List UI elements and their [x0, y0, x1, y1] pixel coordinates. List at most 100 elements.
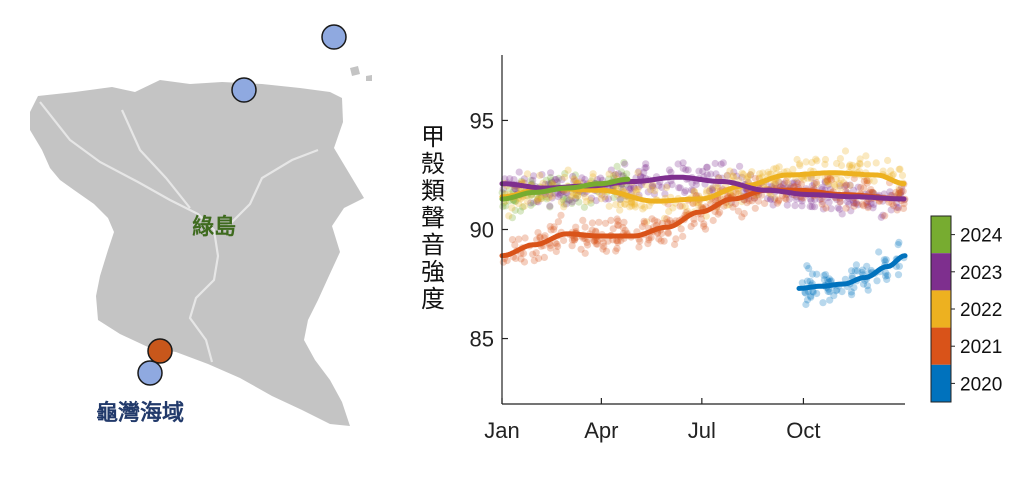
data-point-2020: [863, 282, 872, 290]
data-point-2024: [534, 195, 542, 204]
data-point-2023: [811, 195, 819, 204]
data-point-2021: [536, 234, 544, 242]
data-point-2022: [581, 193, 589, 201]
data-point-2020: [826, 296, 834, 304]
y-tick-label: 85: [470, 327, 494, 352]
data-point-2022: [649, 181, 657, 189]
data-point-2023: [648, 182, 656, 190]
data-point-2020: [819, 299, 827, 307]
data-point-2024: [502, 202, 510, 210]
data-point-2024: [571, 171, 580, 179]
data-point-2022: [611, 171, 619, 179]
data-point-2020: [881, 272, 890, 280]
data-point-2021: [547, 226, 555, 234]
data-point-2024: [560, 200, 568, 208]
data-point-2021: [672, 235, 680, 243]
data-point-2022: [678, 202, 686, 210]
data-point-2023: [552, 175, 560, 184]
data-point-2021: [511, 241, 519, 249]
data-point-2023: [611, 171, 620, 179]
data-point-2021: [892, 188, 900, 197]
data-point-2021: [794, 179, 802, 187]
data-point-2023: [819, 198, 827, 206]
data-point-2023: [563, 190, 571, 198]
trend-line-2020: [796, 253, 908, 291]
data-point-2021: [743, 199, 751, 207]
data-point-2023: [674, 160, 682, 168]
data-point-2022: [601, 193, 609, 201]
data-point-2023: [554, 193, 562, 201]
data-point-2021: [863, 179, 871, 187]
data-point-2023: [783, 201, 791, 209]
data-point-2022: [534, 195, 542, 203]
data-point-2021: [852, 199, 861, 207]
data-point-2021: [612, 237, 621, 245]
data-point-2021: [552, 247, 560, 256]
y-tick-label: 90: [470, 218, 494, 243]
data-point-2022: [789, 165, 797, 173]
data-point-2021: [714, 210, 722, 218]
data-point-2022: [862, 152, 870, 160]
trend-line-2024: [499, 176, 631, 202]
data-point-2023: [854, 183, 862, 191]
data-point-2022: [840, 179, 848, 187]
data-point-2022: [535, 194, 543, 202]
data-point-2020: [806, 277, 814, 285]
data-point-2023: [614, 170, 622, 178]
data-point-2022: [833, 159, 841, 168]
data-point-2023: [655, 181, 663, 189]
data-point-2023: [790, 179, 798, 187]
data-point-2021: [614, 238, 622, 246]
data-point-2021: [782, 195, 790, 203]
data-point-2022: [746, 171, 755, 179]
data-point-2021: [600, 242, 608, 250]
data-point-2022: [589, 170, 597, 178]
data-point-2021: [893, 206, 901, 214]
data-point-2020: [859, 280, 868, 288]
data-point-2021: [651, 217, 659, 225]
data-point-2023: [733, 172, 741, 180]
data-point-2022: [836, 155, 845, 163]
data-point-2024: [572, 190, 580, 198]
data-point-2021: [530, 257, 538, 265]
data-point-2023: [775, 178, 783, 186]
data-point-2023: [785, 195, 794, 203]
data-point-2023: [607, 166, 615, 174]
data-point-2023: [551, 176, 559, 184]
data-point-2023: [781, 179, 789, 187]
data-point-2022: [702, 212, 710, 220]
y-tick-label: 95: [470, 108, 494, 133]
data-point-2022: [515, 200, 523, 208]
data-point-2023: [530, 172, 538, 180]
data-point-2020: [882, 256, 890, 264]
site-marker-south-2021: [147, 338, 173, 364]
data-point-2021: [551, 239, 559, 247]
data-point-2021: [731, 200, 740, 208]
data-point-2021: [781, 194, 789, 202]
data-point-2021: [676, 202, 684, 210]
data-point-2021: [899, 204, 908, 212]
data-point-2022: [723, 172, 731, 180]
data-point-2024: [609, 172, 618, 180]
data-point-2021: [775, 196, 783, 204]
data-point-2022: [643, 218, 651, 226]
data-point-2023: [746, 171, 755, 179]
data-point-2023: [819, 205, 828, 213]
data-point-2023: [879, 211, 887, 219]
data-point-2023: [811, 203, 819, 211]
data-point-2021: [540, 253, 549, 261]
data-point-2020: [838, 288, 846, 296]
data-point-2023: [548, 194, 556, 202]
data-point-2023: [850, 199, 858, 207]
data-point-2023: [635, 182, 643, 190]
data-point-2021: [644, 240, 652, 248]
data-point-2021: [601, 219, 610, 227]
data-point-2021: [823, 176, 832, 184]
data-point-2021: [621, 226, 629, 234]
data-point-2020: [813, 289, 821, 298]
data-point-2023: [533, 197, 541, 205]
data-point-2023: [562, 200, 570, 208]
data-point-2023: [621, 160, 629, 168]
data-point-2023: [867, 200, 875, 208]
data-point-2023: [708, 185, 716, 193]
